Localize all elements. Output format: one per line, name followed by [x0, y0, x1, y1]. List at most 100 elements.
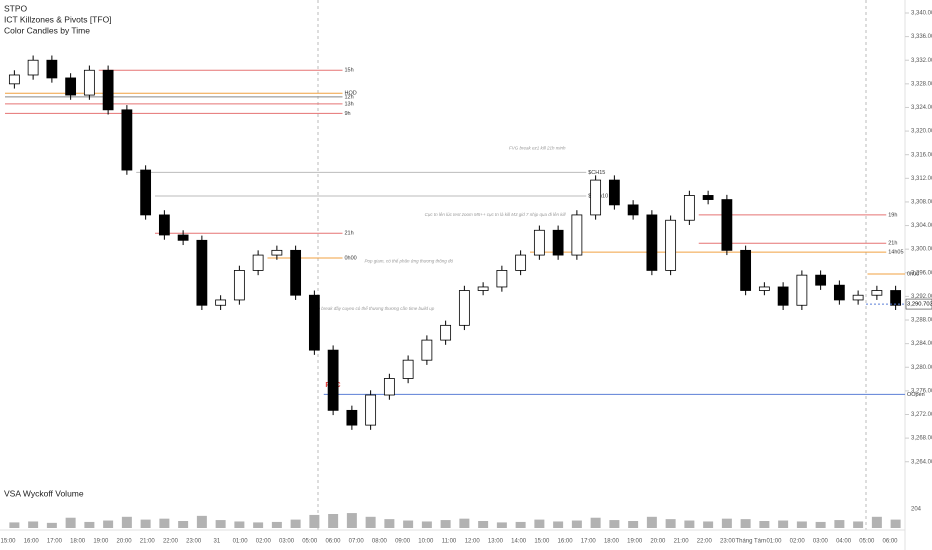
last-price-label: 3,290.703 — [907, 302, 932, 308]
annotation: Flip break đây cuyeo có thể thương thươn… — [313, 305, 435, 311]
x-tick-label: 05:00 — [302, 539, 318, 545]
volume-bar — [440, 520, 451, 528]
level-label: 21h — [888, 241, 897, 247]
indicator-name: ICT Killzones & Pivots [TFO] — [4, 14, 112, 24]
candle-body — [421, 339, 433, 361]
x-tick-label: 14:00 — [511, 539, 527, 545]
x-tick-label: 03:00 — [279, 539, 295, 545]
volume-bar — [103, 520, 114, 528]
x-tick-label: 15:00 — [534, 539, 550, 545]
x-tick-label: 16:00 — [558, 539, 574, 545]
y-tick-label: 3,332.000 — [911, 58, 932, 64]
level-label: 13h — [345, 101, 354, 107]
level-label: 19h — [888, 212, 897, 218]
candle-body — [871, 290, 883, 296]
volume-bar — [84, 521, 95, 528]
candle-body — [496, 270, 508, 288]
y-tick-label: 3,272.000 — [911, 412, 932, 418]
level-label: 21h — [345, 231, 354, 237]
candle-body — [102, 69, 114, 111]
volume-bar — [534, 519, 545, 528]
candle-body — [740, 249, 752, 291]
y-tick-label: 3,304.000 — [911, 223, 932, 229]
volume-title: VSA Wyckoff Volume — [4, 488, 84, 498]
candle-body — [590, 179, 602, 216]
candle-body — [665, 219, 677, 271]
candle-body — [271, 249, 283, 256]
level-label: 12h — [345, 94, 354, 100]
volume-bar — [553, 521, 564, 528]
x-tick-label: 03:00 — [813, 539, 829, 545]
x-tick-label: 31 — [214, 539, 221, 545]
x-tick-label: 23:00 — [186, 539, 202, 545]
candle-body — [833, 284, 845, 301]
candle-body — [777, 286, 789, 306]
level-label: 14h05 — [888, 250, 903, 256]
candle-body — [571, 214, 583, 256]
volume-bar — [834, 520, 845, 528]
candle-body — [440, 324, 452, 341]
candle-body — [290, 249, 302, 296]
volume-bar — [253, 522, 264, 528]
volume-bar — [28, 521, 39, 528]
candle-body — [627, 204, 639, 216]
y-tick-label: 3,312.000 — [911, 176, 932, 182]
x-tick-label: 09:00 — [395, 539, 411, 545]
volume-bar — [703, 521, 714, 528]
volume-bar — [628, 521, 639, 528]
y-tick-label: 3,308.000 — [911, 200, 932, 206]
y-tick-label: 3,328.000 — [911, 81, 932, 87]
x-tick-label: 02:00 — [256, 539, 272, 545]
x-tick-label: 07:00 — [349, 539, 365, 545]
level-label: 0h00 — [345, 255, 357, 261]
candle-body — [196, 239, 208, 306]
y-tick-label: 3,292.000 — [911, 294, 932, 300]
level-label: 0h00 — [907, 271, 919, 277]
volume-bar — [178, 521, 189, 528]
candle-body — [233, 270, 245, 301]
volume-bar — [159, 518, 170, 528]
candle-body — [458, 290, 470, 326]
candle-body — [308, 294, 320, 351]
volume-bar — [346, 513, 357, 528]
candle-body — [215, 299, 227, 306]
x-tick-label: 19:00 — [93, 539, 109, 545]
candle-body — [815, 274, 827, 286]
volume-bar — [871, 516, 882, 528]
volume-bar — [290, 519, 301, 528]
candle-body — [402, 359, 414, 379]
volume-bar — [684, 520, 695, 528]
level-label: OOpen — [907, 392, 925, 398]
y-tick-label: 3,276.000 — [911, 388, 932, 394]
volume-bar — [140, 519, 151, 528]
candle-body — [8, 74, 20, 85]
candle-body — [890, 290, 902, 306]
y-tick-label: 3,336.000 — [911, 34, 932, 40]
volume-bar — [853, 521, 864, 528]
volume-bar — [740, 519, 751, 528]
x-tick-label: 17:00 — [47, 539, 63, 545]
candle-body — [515, 254, 527, 271]
volume-bar — [365, 516, 376, 528]
y-tick-label: 3,288.000 — [911, 318, 932, 324]
y-tick-label: 3,316.000 — [911, 152, 932, 158]
volume-tick-label: 204 — [911, 507, 922, 513]
candle-body — [552, 229, 564, 256]
y-tick-label: 3,284.000 — [911, 341, 932, 347]
y-tick-label: 3,296.000 — [911, 270, 932, 276]
x-tick-label: 20:00 — [650, 539, 666, 545]
x-tick-label: 23:00 — [720, 539, 736, 545]
candle-body — [477, 286, 489, 291]
candle-body — [533, 229, 545, 256]
volume-bar — [478, 521, 489, 528]
volume-bar — [778, 520, 789, 528]
volume-bar — [9, 522, 20, 528]
volume-bar — [121, 516, 132, 528]
volume-bar — [759, 521, 770, 528]
annotation: FVG break ez1 kill 21h minh — [509, 146, 566, 151]
x-tick-label: 16:00 — [24, 539, 40, 545]
y-tick-label: 3,324.000 — [911, 105, 932, 111]
volume-bar — [646, 516, 657, 528]
volume-bar — [421, 521, 432, 528]
